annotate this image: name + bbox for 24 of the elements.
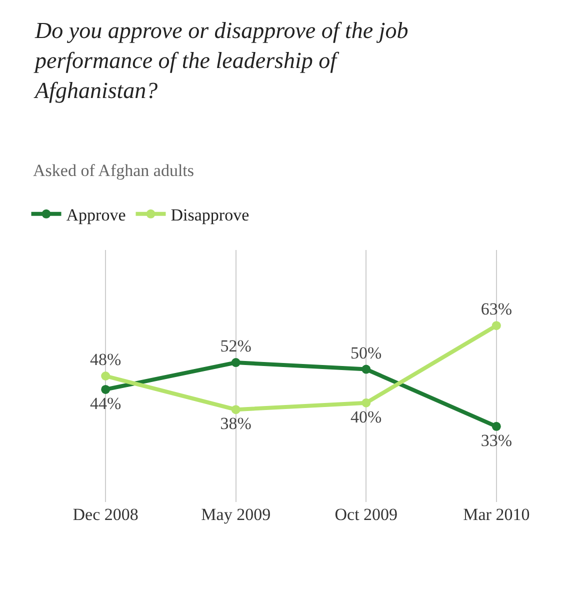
data-label: 33%: [480, 430, 512, 450]
x-tick-label: Mar 2010: [463, 505, 530, 524]
x-tick-label: Dec 2008: [72, 505, 138, 524]
point: [362, 398, 371, 408]
x-tick-label: May 2009: [201, 505, 271, 524]
point: [101, 372, 110, 380]
point: [231, 358, 240, 368]
chart-subtitle: Asked of Afghan adults: [33, 161, 194, 180]
data-label: 38%: [220, 414, 252, 433]
data-label: 44%: [90, 394, 122, 413]
legend-label: Disapprove: [170, 206, 250, 225]
point: [492, 422, 501, 431]
point: [101, 384, 110, 394]
data-label: 52%: [220, 336, 252, 356]
point: [492, 321, 501, 330]
data-label: 40%: [350, 407, 382, 426]
chart-title: Do you approve or disapprove of the job performance of the leadership of Afghanistan?: [33, 18, 408, 103]
data-label: 48%: [90, 350, 122, 370]
point: [362, 364, 371, 374]
legend-label: Approve: [66, 206, 126, 225]
point: [231, 405, 240, 414]
data-label: 63%: [480, 300, 512, 319]
x-tick-label: Oct 2009: [334, 505, 398, 524]
data-label: 50%: [350, 343, 382, 362]
